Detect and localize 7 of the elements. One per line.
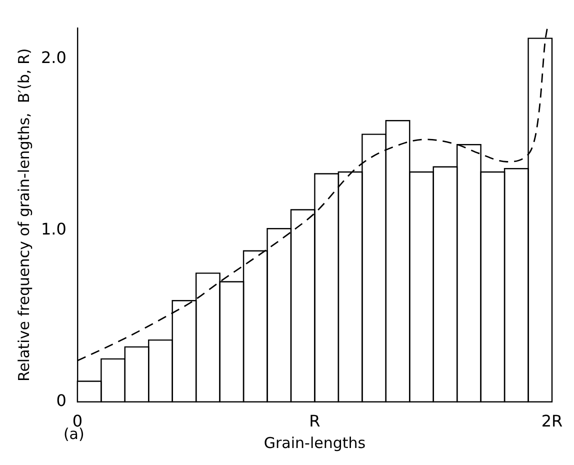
x-tick-label: R xyxy=(309,412,320,431)
x-axis-title: Grain-lengths xyxy=(264,434,366,452)
y-tick-label: 0 xyxy=(56,390,66,410)
y-tick-label: 2.0 xyxy=(40,48,66,68)
y-tick-label: 1.0 xyxy=(40,219,66,238)
y-axis-title: Relative frequency of grain-lengths, B′(b, R) xyxy=(14,48,33,382)
x-tick-label: 2R xyxy=(541,412,563,431)
